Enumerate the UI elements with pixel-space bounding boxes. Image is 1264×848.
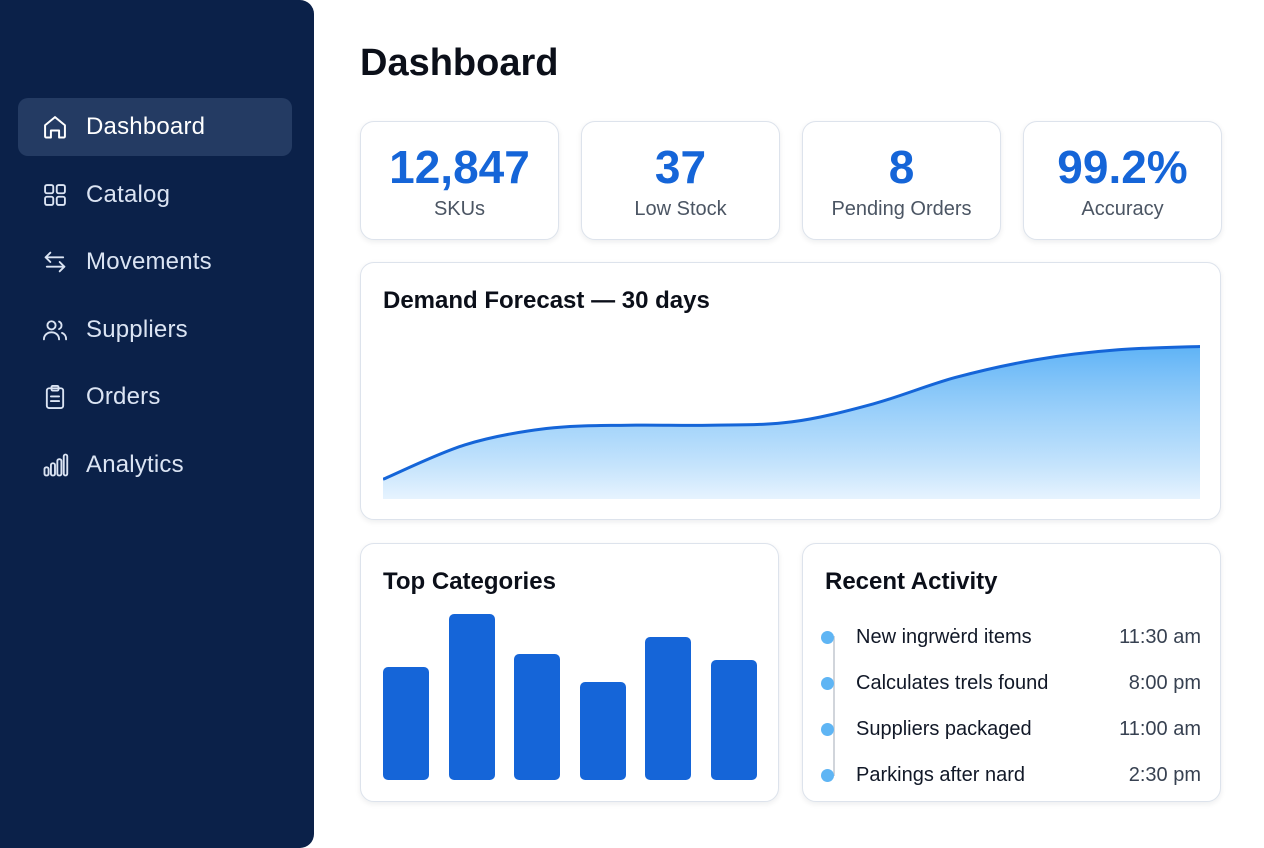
activity-text: Calculates trels found — [856, 671, 1049, 694]
kpi-card-skus: 12,847 SKUs — [360, 121, 559, 240]
category-bar[interactable] — [711, 660, 757, 780]
category-bar[interactable] — [579, 682, 626, 780]
forecast-card: Demand Forecast — 30 days — [360, 262, 1221, 520]
activity-item[interactable]: Calculates trels found 8:00 pm — [821, 660, 1201, 706]
kpi-value: 99.2% — [1057, 141, 1188, 193]
timeline-line — [833, 636, 835, 776]
activity-time: 2:30 pm — [1128, 763, 1201, 786]
activity-item[interactable]: Suppliers packaged 11:00 am — [821, 706, 1201, 752]
categories-chart — [383, 614, 758, 780]
sidebar-nav: Dashboard Catalog Movements Suppliers Or… — [18, 98, 292, 503]
sidebar-item-label: Movements — [86, 248, 212, 275]
users-icon — [40, 315, 70, 345]
arrows-icon — [40, 247, 70, 277]
forecast-chart — [383, 345, 1200, 499]
status-dot — [821, 676, 834, 690]
activity-item[interactable]: New ingrwėrd items 11:30 am — [821, 614, 1201, 660]
activity-text: Suppliers packaged — [856, 717, 1032, 740]
kpi-value: 37 — [654, 141, 707, 193]
activity-title: Recent Activity — [825, 568, 998, 595]
categories-card: Top Categories — [360, 543, 779, 802]
home-icon — [40, 112, 70, 142]
activity-text: Parkings after nard — [856, 763, 1025, 786]
kpi-label: Low Stock — [634, 198, 727, 220]
kpi-value: 8 — [888, 141, 915, 193]
status-dot — [821, 722, 834, 736]
categories-title: Top Categories — [383, 568, 556, 595]
sidebar-item-dashboard[interactable]: Dashboard — [18, 98, 292, 156]
sidebar-item-suppliers[interactable]: Suppliers — [18, 301, 292, 359]
clipboard-icon — [40, 382, 70, 412]
category-bar[interactable] — [645, 637, 692, 780]
activity-time: 11:30 am — [1119, 625, 1201, 648]
activity-time: 11:00 am — [1119, 717, 1201, 740]
grid-icon — [40, 180, 70, 210]
sidebar-item-catalog[interactable]: Catalog — [18, 166, 292, 224]
category-bar[interactable] — [383, 667, 429, 780]
forecast-line — [383, 345, 1200, 481]
sidebar-item-label: Catalog — [86, 180, 171, 208]
kpi-card-low-stock: 37 Low Stock — [581, 121, 780, 240]
kpi-card-accuracy: 99.2% Accuracy — [1023, 121, 1222, 240]
kpi-label: Pending Orders — [831, 198, 972, 220]
sidebar: Dashboard Catalog Movements Suppliers Or… — [0, 0, 314, 848]
sidebar-item-label: Orders — [86, 383, 161, 410]
activity-item[interactable]: Parkings after nard 2:30 pm — [821, 752, 1201, 798]
category-bar[interactable] — [514, 654, 561, 780]
activity-card: Recent Activity New ingrwėrd items 11:30… — [802, 543, 1221, 802]
sidebar-item-movements[interactable]: Movements — [18, 233, 292, 291]
activity-list: New ingrwėrd items 11:30 am Calculates t… — [821, 614, 1201, 798]
status-dot — [821, 630, 834, 644]
kpi-card-pending-orders: 8 Pending Orders — [802, 121, 1001, 240]
bar-chart-icon — [40, 450, 70, 480]
sidebar-item-analytics[interactable]: Analytics — [18, 436, 292, 494]
sidebar-item-label: Analytics — [86, 450, 184, 478]
activity-text: New ingrwėrd items — [856, 625, 1032, 648]
kpi-value: 12,847 — [389, 141, 530, 193]
sidebar-item-label: Suppliers — [86, 315, 188, 343]
status-dot — [821, 768, 834, 782]
sidebar-item-orders[interactable]: Orders — [18, 368, 292, 426]
page-title: Dashboard — [360, 42, 559, 84]
kpi-label: SKUs — [433, 198, 486, 220]
category-bar[interactable] — [448, 614, 495, 780]
kpi-label: Accuracy — [1081, 198, 1164, 220]
forecast-title: Demand Forecast — 30 days — [383, 287, 710, 314]
activity-time: 8:00 pm — [1128, 671, 1201, 694]
sidebar-item-label: Dashboard — [86, 113, 206, 140]
